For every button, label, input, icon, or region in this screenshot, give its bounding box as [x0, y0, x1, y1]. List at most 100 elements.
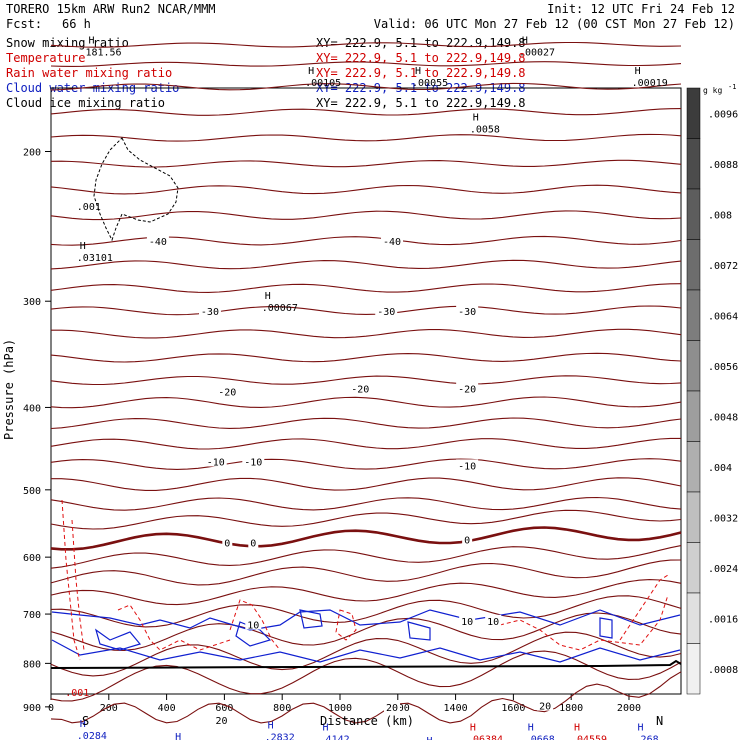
extrema-value: .00019 — [632, 78, 668, 89]
forecast-hours: 66 h — [62, 17, 91, 31]
isotherm-label: -20 — [218, 387, 236, 398]
extrema-mark: H — [522, 35, 528, 46]
isotherm-label: 10 — [487, 617, 499, 628]
colorbar-segment — [686, 390, 701, 442]
extrema-mark: H — [268, 721, 274, 732]
x-tick-label: 200 — [100, 703, 118, 714]
rain-water-contour — [335, 609, 357, 641]
y-tick-label: 900 — [23, 703, 41, 714]
colorbar-label: .0064 — [708, 311, 738, 322]
init-time: Init: 12 UTC Fri 24 Feb 12 — [547, 2, 735, 16]
y-axis-label: Pressure (hPa) — [2, 339, 16, 440]
extrema-value: .00105 — [305, 78, 341, 89]
extrema-value: .06384 — [467, 735, 503, 740]
isotherm-line — [50, 458, 682, 470]
extrema-value: .4142 — [320, 735, 350, 740]
y-tick-label: 500 — [23, 486, 41, 497]
x-tick-label: 2000 — [617, 703, 641, 714]
rain-water-contour — [499, 594, 669, 651]
legend-field-name: Rain water mixing ratio — [6, 66, 172, 80]
isotherm-label-bg — [485, 614, 502, 626]
isotherm-label: -20 — [351, 384, 369, 395]
isotherm-label-bg — [216, 385, 239, 397]
colorbar-unit: g kg — [703, 86, 722, 95]
extrema-mark: H — [80, 241, 86, 252]
isotherm-line — [50, 579, 682, 606]
colorbar: .0096 .0088 .008 .0072 .0064 .0056 .0048 .004 .0… — [686, 83, 738, 695]
isotherm-label-bg — [381, 235, 404, 247]
cloud-water-contour — [51, 639, 681, 663]
cloud-water-contour — [599, 617, 613, 639]
isotherm-label: 10 — [247, 620, 259, 631]
x-axis-label: Distance (km) — [320, 714, 414, 728]
colorbar-label: .0032 — [708, 513, 738, 524]
colorbar-segment — [686, 289, 701, 341]
extrema-mark: H — [80, 719, 86, 730]
extrema-value: .0058 — [470, 125, 500, 136]
y-tick-label: 400 — [23, 403, 41, 414]
isotherm-line — [50, 108, 682, 116]
cloud-water-contour — [407, 621, 431, 641]
colorbar-segment — [686, 592, 701, 644]
colorbar-segment — [686, 138, 701, 190]
rain-water-contour — [229, 599, 281, 651]
legend-cross-section-coords: XY= 222.9, 5.1 to 222.9,149.8 — [316, 66, 526, 80]
isotherm-label: -40 — [383, 237, 401, 248]
colorbar-segment — [686, 239, 701, 291]
colorbar-label: .0072 — [708, 261, 738, 272]
extrema-mark: H — [473, 113, 479, 124]
isotherm-label-bg — [456, 304, 479, 316]
rain-water-contour — [619, 574, 669, 641]
forecast-label: Fcst: — [6, 17, 42, 31]
extrema-value: .001 — [65, 688, 89, 699]
isotherm-line — [50, 283, 682, 293]
extrema-mark: H — [415, 66, 421, 77]
legend-field-name: Temperature — [6, 51, 85, 65]
isotherm-label: 0 — [250, 539, 256, 550]
isotherm-line — [50, 545, 682, 569]
isotherm-line — [50, 61, 682, 67]
cloud-ice-contour — [93, 137, 179, 242]
isotherm-line — [50, 184, 682, 195]
colorbar-segment — [686, 491, 701, 543]
cloud-water-contour — [299, 609, 323, 629]
isotherm-line — [50, 210, 682, 221]
contour-lines: -40 -40 -30 -30 -30 -20 -20 -20 -10 -10 -10 0 0 0 10 10… — [50, 41, 682, 727]
isotherm-label-bg — [384, 700, 401, 712]
extrema-mark: H — [470, 723, 476, 734]
isotherm-line — [50, 133, 682, 142]
extrema-value: 181.56 — [85, 47, 121, 58]
plot-frame — [50, 87, 682, 695]
extrema-value: .00055 — [412, 78, 448, 89]
legend-cross-section-coords: XY= 222.9, 5.1 to 222.9,149.8 — [316, 96, 526, 110]
x-tick-label: 400 — [158, 703, 176, 714]
colorbar-label: .0096 — [708, 109, 738, 120]
isotherm-label: 20 — [386, 703, 398, 714]
isotherm-line — [50, 352, 682, 363]
legend-field-name: Snow mixing ratio — [6, 36, 129, 50]
extrema-value: .00027 — [519, 47, 555, 58]
y-tick-label: 600 — [23, 553, 41, 564]
colorbar-label: .0024 — [708, 564, 738, 575]
isotherm-label-bg — [375, 304, 398, 316]
isotherm-line — [50, 437, 681, 450]
legend-field-name: Cloud ice mixing ratio — [6, 96, 165, 110]
colorbar-label: .0088 — [708, 160, 738, 171]
extrema-value: .04559 — [571, 735, 607, 740]
isotherm-line — [50, 671, 682, 724]
colorbar-label: .0016 — [708, 614, 738, 625]
isotherm-line — [50, 396, 682, 409]
isotherm-line — [51, 328, 682, 339]
colorbar-segment — [686, 441, 701, 493]
extrema-value: .0284 — [77, 731, 107, 740]
x-tick-label: 1600 — [501, 703, 525, 714]
isotherm-label: 0 — [224, 539, 230, 550]
x-tick-label: 1800 — [559, 703, 583, 714]
extrema-value: .0668 — [525, 735, 555, 740]
isotherm-line — [50, 305, 682, 316]
extrema-mark: H — [265, 291, 271, 302]
isotherm-label-bg — [242, 455, 265, 467]
isotherm-label: -10 — [207, 457, 225, 468]
cloud-water-contour — [94, 628, 142, 651]
